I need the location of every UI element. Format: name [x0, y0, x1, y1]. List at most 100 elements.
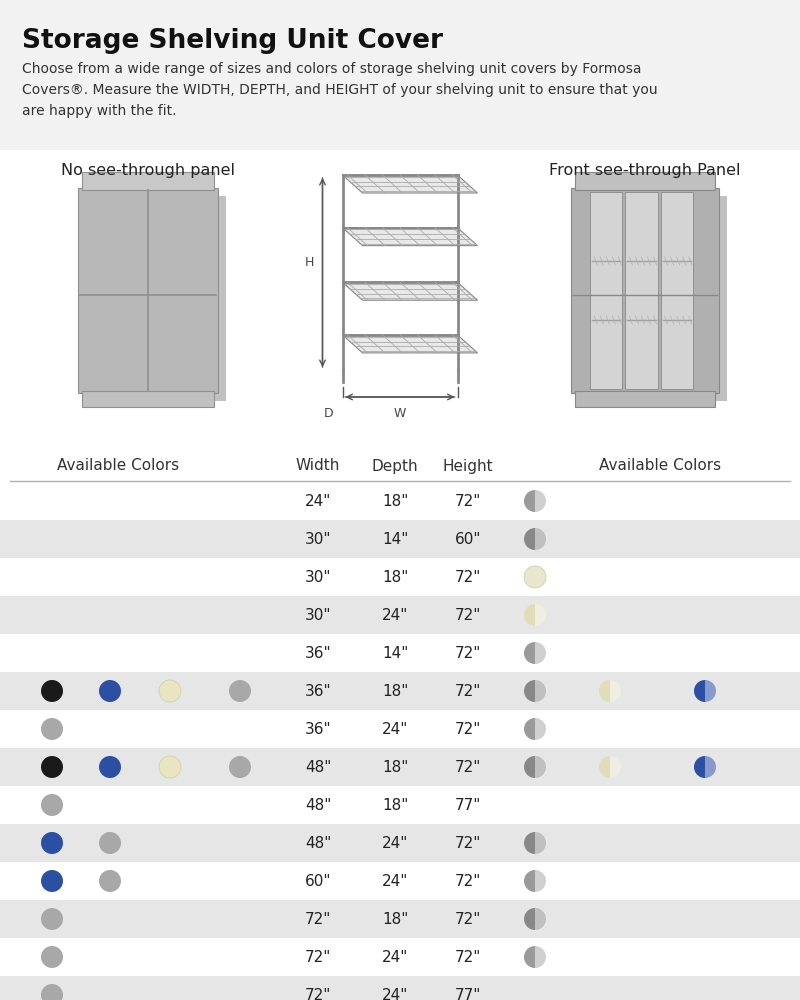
Circle shape — [99, 832, 121, 854]
Wedge shape — [694, 680, 705, 702]
FancyBboxPatch shape — [0, 672, 800, 710]
Wedge shape — [535, 642, 546, 664]
Circle shape — [99, 870, 121, 892]
Text: 30": 30" — [305, 607, 331, 622]
Circle shape — [41, 984, 63, 1000]
FancyBboxPatch shape — [0, 482, 800, 520]
Wedge shape — [705, 680, 716, 702]
Text: 48": 48" — [305, 836, 331, 850]
FancyBboxPatch shape — [0, 710, 800, 748]
Circle shape — [41, 832, 63, 854]
Text: 48": 48" — [305, 798, 331, 812]
Text: Available Colors: Available Colors — [57, 458, 179, 474]
Circle shape — [41, 908, 63, 930]
Wedge shape — [705, 756, 716, 778]
FancyBboxPatch shape — [590, 192, 622, 389]
Text: 24": 24" — [382, 836, 408, 850]
FancyBboxPatch shape — [626, 192, 658, 389]
Circle shape — [41, 870, 63, 892]
Text: Choose from a wide range of sizes and colors of storage shelving unit covers by : Choose from a wide range of sizes and co… — [22, 62, 658, 118]
Wedge shape — [535, 528, 546, 550]
Wedge shape — [524, 528, 535, 550]
Wedge shape — [524, 680, 535, 702]
Circle shape — [229, 680, 251, 702]
FancyBboxPatch shape — [0, 938, 800, 976]
Circle shape — [41, 680, 63, 702]
Text: Front see-through Panel: Front see-through Panel — [550, 163, 741, 178]
Text: 18": 18" — [382, 760, 408, 774]
Text: 72": 72" — [455, 684, 481, 698]
FancyBboxPatch shape — [78, 188, 218, 393]
FancyBboxPatch shape — [0, 862, 800, 900]
Text: 72": 72" — [455, 836, 481, 850]
Text: 72": 72" — [455, 570, 481, 584]
FancyBboxPatch shape — [0, 748, 800, 786]
Wedge shape — [524, 756, 535, 778]
Circle shape — [41, 756, 63, 778]
Text: Depth: Depth — [372, 458, 418, 474]
Circle shape — [41, 946, 63, 968]
Text: 72": 72" — [455, 912, 481, 926]
FancyBboxPatch shape — [0, 900, 800, 938]
Text: 72": 72" — [455, 760, 481, 774]
Text: 18": 18" — [382, 684, 408, 698]
Circle shape — [99, 680, 121, 702]
Polygon shape — [342, 282, 478, 300]
Text: 72": 72" — [455, 722, 481, 736]
Wedge shape — [535, 718, 546, 740]
Text: H: H — [305, 256, 314, 269]
Polygon shape — [342, 175, 478, 193]
FancyBboxPatch shape — [82, 391, 214, 407]
Wedge shape — [524, 642, 535, 664]
Text: 72": 72" — [305, 912, 331, 926]
Text: 30": 30" — [305, 532, 331, 546]
Wedge shape — [524, 870, 535, 892]
Text: 77": 77" — [455, 988, 481, 1000]
Text: 18": 18" — [382, 912, 408, 926]
Wedge shape — [535, 490, 546, 512]
Text: 72": 72" — [455, 874, 481, 888]
Text: 60": 60" — [454, 532, 482, 546]
FancyBboxPatch shape — [86, 196, 226, 401]
Wedge shape — [599, 680, 610, 702]
Text: Height: Height — [442, 458, 494, 474]
Text: 24": 24" — [382, 607, 408, 622]
Wedge shape — [524, 908, 535, 930]
FancyBboxPatch shape — [0, 596, 800, 634]
Text: 18": 18" — [382, 570, 408, 584]
Text: Available Colors: Available Colors — [599, 458, 721, 474]
Wedge shape — [694, 756, 705, 778]
FancyBboxPatch shape — [0, 0, 800, 150]
Text: Storage Shelving Unit Cover: Storage Shelving Unit Cover — [22, 28, 443, 54]
Circle shape — [99, 756, 121, 778]
Text: 24": 24" — [382, 722, 408, 736]
Text: No see-through panel: No see-through panel — [61, 163, 235, 178]
Text: 24": 24" — [382, 988, 408, 1000]
Wedge shape — [524, 832, 535, 854]
Wedge shape — [610, 756, 621, 778]
FancyBboxPatch shape — [82, 172, 214, 190]
FancyBboxPatch shape — [579, 196, 727, 401]
Wedge shape — [535, 680, 546, 702]
FancyBboxPatch shape — [0, 634, 800, 672]
Text: 30": 30" — [305, 570, 331, 584]
Wedge shape — [599, 756, 610, 778]
Text: Width: Width — [296, 458, 340, 474]
FancyBboxPatch shape — [0, 786, 800, 824]
Wedge shape — [535, 946, 546, 968]
Text: 72": 72" — [305, 988, 331, 1000]
FancyBboxPatch shape — [575, 172, 715, 190]
Wedge shape — [535, 756, 546, 778]
Text: 36": 36" — [305, 684, 331, 698]
Text: 72": 72" — [455, 493, 481, 508]
FancyBboxPatch shape — [0, 520, 800, 558]
Wedge shape — [524, 604, 535, 626]
Text: 36": 36" — [305, 646, 331, 660]
FancyBboxPatch shape — [0, 824, 800, 862]
Wedge shape — [524, 946, 535, 968]
Text: 24": 24" — [382, 874, 408, 888]
Circle shape — [524, 566, 546, 588]
Polygon shape — [342, 335, 478, 353]
Text: W: W — [394, 407, 406, 420]
FancyBboxPatch shape — [575, 391, 715, 407]
